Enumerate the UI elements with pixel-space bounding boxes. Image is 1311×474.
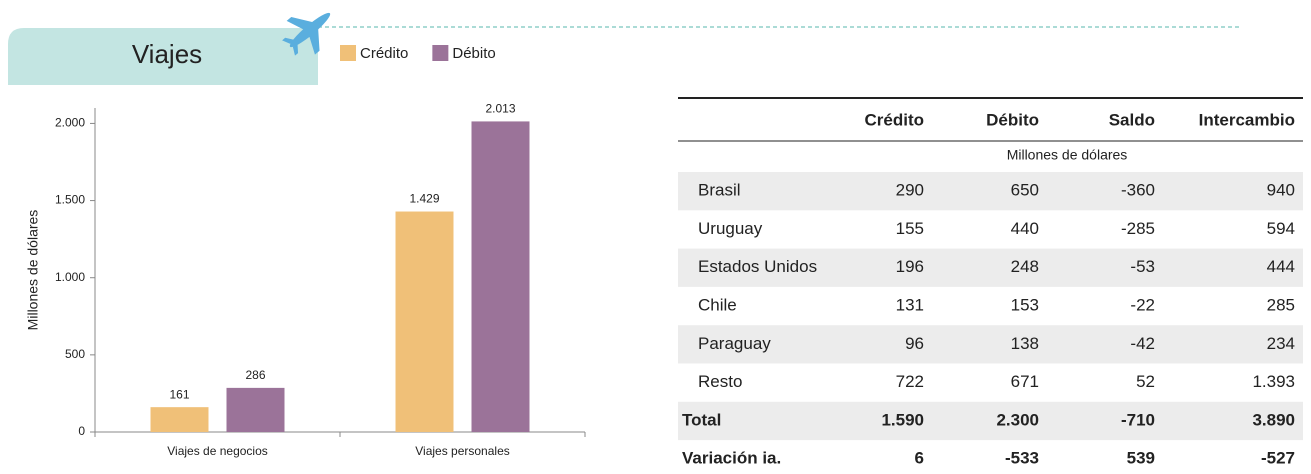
row-label: Chile <box>698 296 737 315</box>
cell: 290 <box>896 181 924 200</box>
bar <box>226 387 285 432</box>
x-tick-label: Viajes personales <box>415 444 510 458</box>
cell: 138 <box>1011 334 1039 353</box>
cell: 444 <box>1267 257 1295 276</box>
cell: 131 <box>896 296 924 315</box>
bar <box>395 211 454 432</box>
legend-label: Crédito <box>360 45 408 62</box>
row-shade <box>678 325 1303 364</box>
cell: -533 <box>1005 449 1039 468</box>
y-axis-label: Millones de dólares <box>25 210 41 331</box>
legend-swatch <box>340 45 356 61</box>
cell: -22 <box>1130 296 1155 315</box>
cell: 96 <box>905 334 924 353</box>
title: Viajes <box>132 39 202 69</box>
value-label: 286 <box>245 368 265 382</box>
bar <box>150 407 209 432</box>
cell: 234 <box>1267 334 1295 353</box>
legend-swatch <box>432 45 449 61</box>
cell: 285 <box>1267 296 1295 315</box>
y-tick-label: 500 <box>65 347 85 361</box>
cell: -527 <box>1261 449 1295 468</box>
row-label: Resto <box>698 372 742 391</box>
cell: -360 <box>1121 181 1155 200</box>
cell: 671 <box>1011 372 1039 391</box>
unit-label: Millones de dólares <box>1007 147 1128 163</box>
row-label: Estados Unidos <box>698 257 817 276</box>
cell: 594 <box>1267 219 1295 238</box>
cell: 6 <box>915 449 924 468</box>
cell: 722 <box>896 372 924 391</box>
column-header: Crédito <box>865 110 925 129</box>
row-label: Paraguay <box>698 334 771 353</box>
row-label: Brasil <box>698 181 741 200</box>
legend-label: Débito <box>452 45 495 62</box>
cell: 1.393 <box>1252 372 1295 391</box>
y-tick-label: 0 <box>78 424 85 438</box>
row-shade <box>678 401 1303 441</box>
cell: 940 <box>1267 181 1295 200</box>
row-label: Uruguay <box>698 219 763 238</box>
title-tab <box>8 28 318 85</box>
y-tick-label: 1.500 <box>55 193 85 207</box>
row-label: Total <box>682 410 721 429</box>
plane-icon <box>282 12 331 56</box>
y-tick-label: 1.000 <box>55 270 85 284</box>
row-shade <box>678 172 1303 211</box>
x-tick-label: Viajes de negocios <box>167 444 268 458</box>
cell: -710 <box>1121 410 1155 429</box>
cell: 3.890 <box>1252 410 1295 429</box>
cell: 2.300 <box>996 410 1039 429</box>
bar <box>471 121 530 433</box>
cell: 248 <box>1011 257 1039 276</box>
cell: 155 <box>896 219 924 238</box>
row-shade <box>678 248 1303 287</box>
row-label: Variación ia. <box>682 449 781 468</box>
column-header: Saldo <box>1109 110 1155 129</box>
y-tick-label: 2.000 <box>55 116 85 130</box>
column-header: Débito <box>986 110 1039 129</box>
cell: 440 <box>1011 219 1039 238</box>
value-label: 2.013 <box>485 102 515 116</box>
cell: 539 <box>1127 449 1155 468</box>
cell: 650 <box>1011 181 1039 200</box>
cell: 196 <box>896 257 924 276</box>
value-label: 1.429 <box>409 192 439 206</box>
cell: 1.590 <box>881 410 924 429</box>
cell: 153 <box>1011 296 1039 315</box>
cell: -285 <box>1121 219 1155 238</box>
cell: 52 <box>1136 372 1155 391</box>
value-label: 161 <box>169 387 189 401</box>
cell: -53 <box>1130 257 1155 276</box>
column-header: Intercambio <box>1199 110 1295 129</box>
cell: -42 <box>1130 334 1155 353</box>
